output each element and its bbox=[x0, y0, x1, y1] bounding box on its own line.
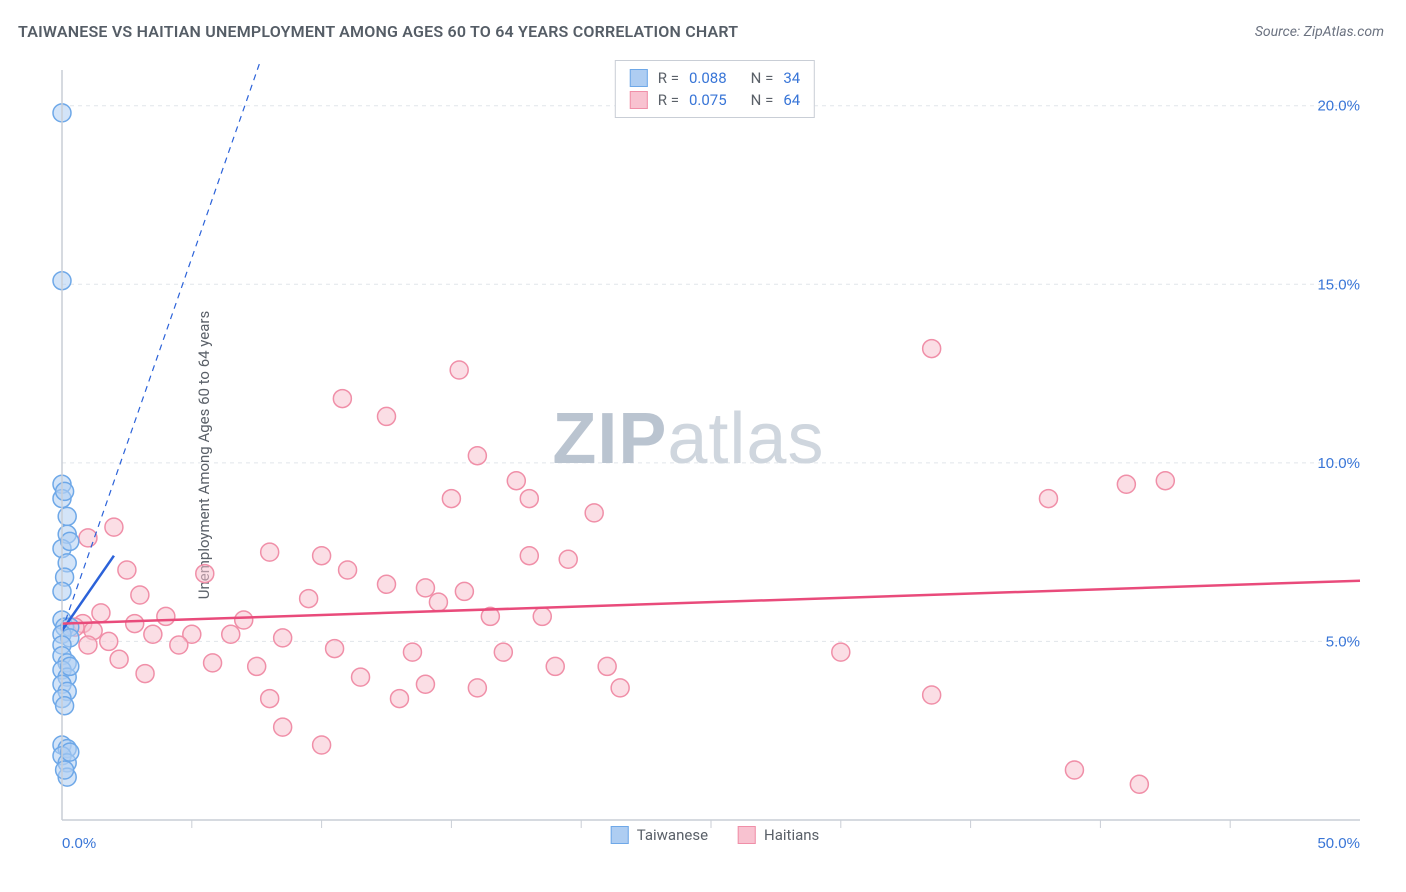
legend-swatch bbox=[630, 69, 648, 87]
legend-series-label: Haitians bbox=[764, 826, 819, 844]
chart-title: TAIWANESE VS HAITIAN UNEMPLOYMENT AMONG … bbox=[18, 22, 738, 41]
legend-r-label: R = bbox=[658, 91, 679, 109]
legend-swatch bbox=[630, 91, 648, 109]
legend-correlation-row: R = 0.088 N = 34 bbox=[630, 67, 800, 89]
legend-r-value: 0.088 bbox=[689, 69, 727, 87]
legend-series-label: Taiwanese bbox=[637, 826, 708, 844]
svg-text:50.0%: 50.0% bbox=[1317, 835, 1360, 850]
svg-text:5.0%: 5.0% bbox=[1326, 633, 1360, 650]
svg-text:15.0%: 15.0% bbox=[1317, 276, 1360, 293]
legend-series-item: Taiwanese bbox=[611, 826, 708, 844]
legend-swatch bbox=[738, 826, 756, 844]
legend-n-value: 64 bbox=[783, 91, 800, 109]
legend-n-value: 34 bbox=[783, 69, 800, 87]
legend-n-label: N = bbox=[751, 69, 774, 87]
legend-series: Taiwanese Haitians bbox=[611, 826, 820, 844]
legend-correlation-box: R = 0.088 N = 34 R = 0.075 N = 64 bbox=[615, 60, 815, 118]
legend-n-label: N = bbox=[751, 91, 774, 109]
svg-text:20.0%: 20.0% bbox=[1317, 98, 1360, 115]
legend-correlation-row: R = 0.075 N = 64 bbox=[630, 89, 800, 111]
legend-series-item: Haitians bbox=[738, 826, 819, 844]
chart-canvas: 5.0% 10.0% 15.0% 20.0% 0.0% 50.0% bbox=[50, 60, 1380, 850]
svg-text:0.0%: 0.0% bbox=[62, 835, 96, 850]
legend-r-value: 0.075 bbox=[689, 91, 727, 109]
svg-text:10.0%: 10.0% bbox=[1317, 455, 1360, 472]
legend-swatch bbox=[611, 826, 629, 844]
scatter-plot: Unemployment Among Ages 60 to 64 years 5… bbox=[50, 60, 1380, 850]
source-label: Source: ZipAtlas.com bbox=[1255, 24, 1384, 40]
legend-r-label: R = bbox=[658, 69, 679, 87]
